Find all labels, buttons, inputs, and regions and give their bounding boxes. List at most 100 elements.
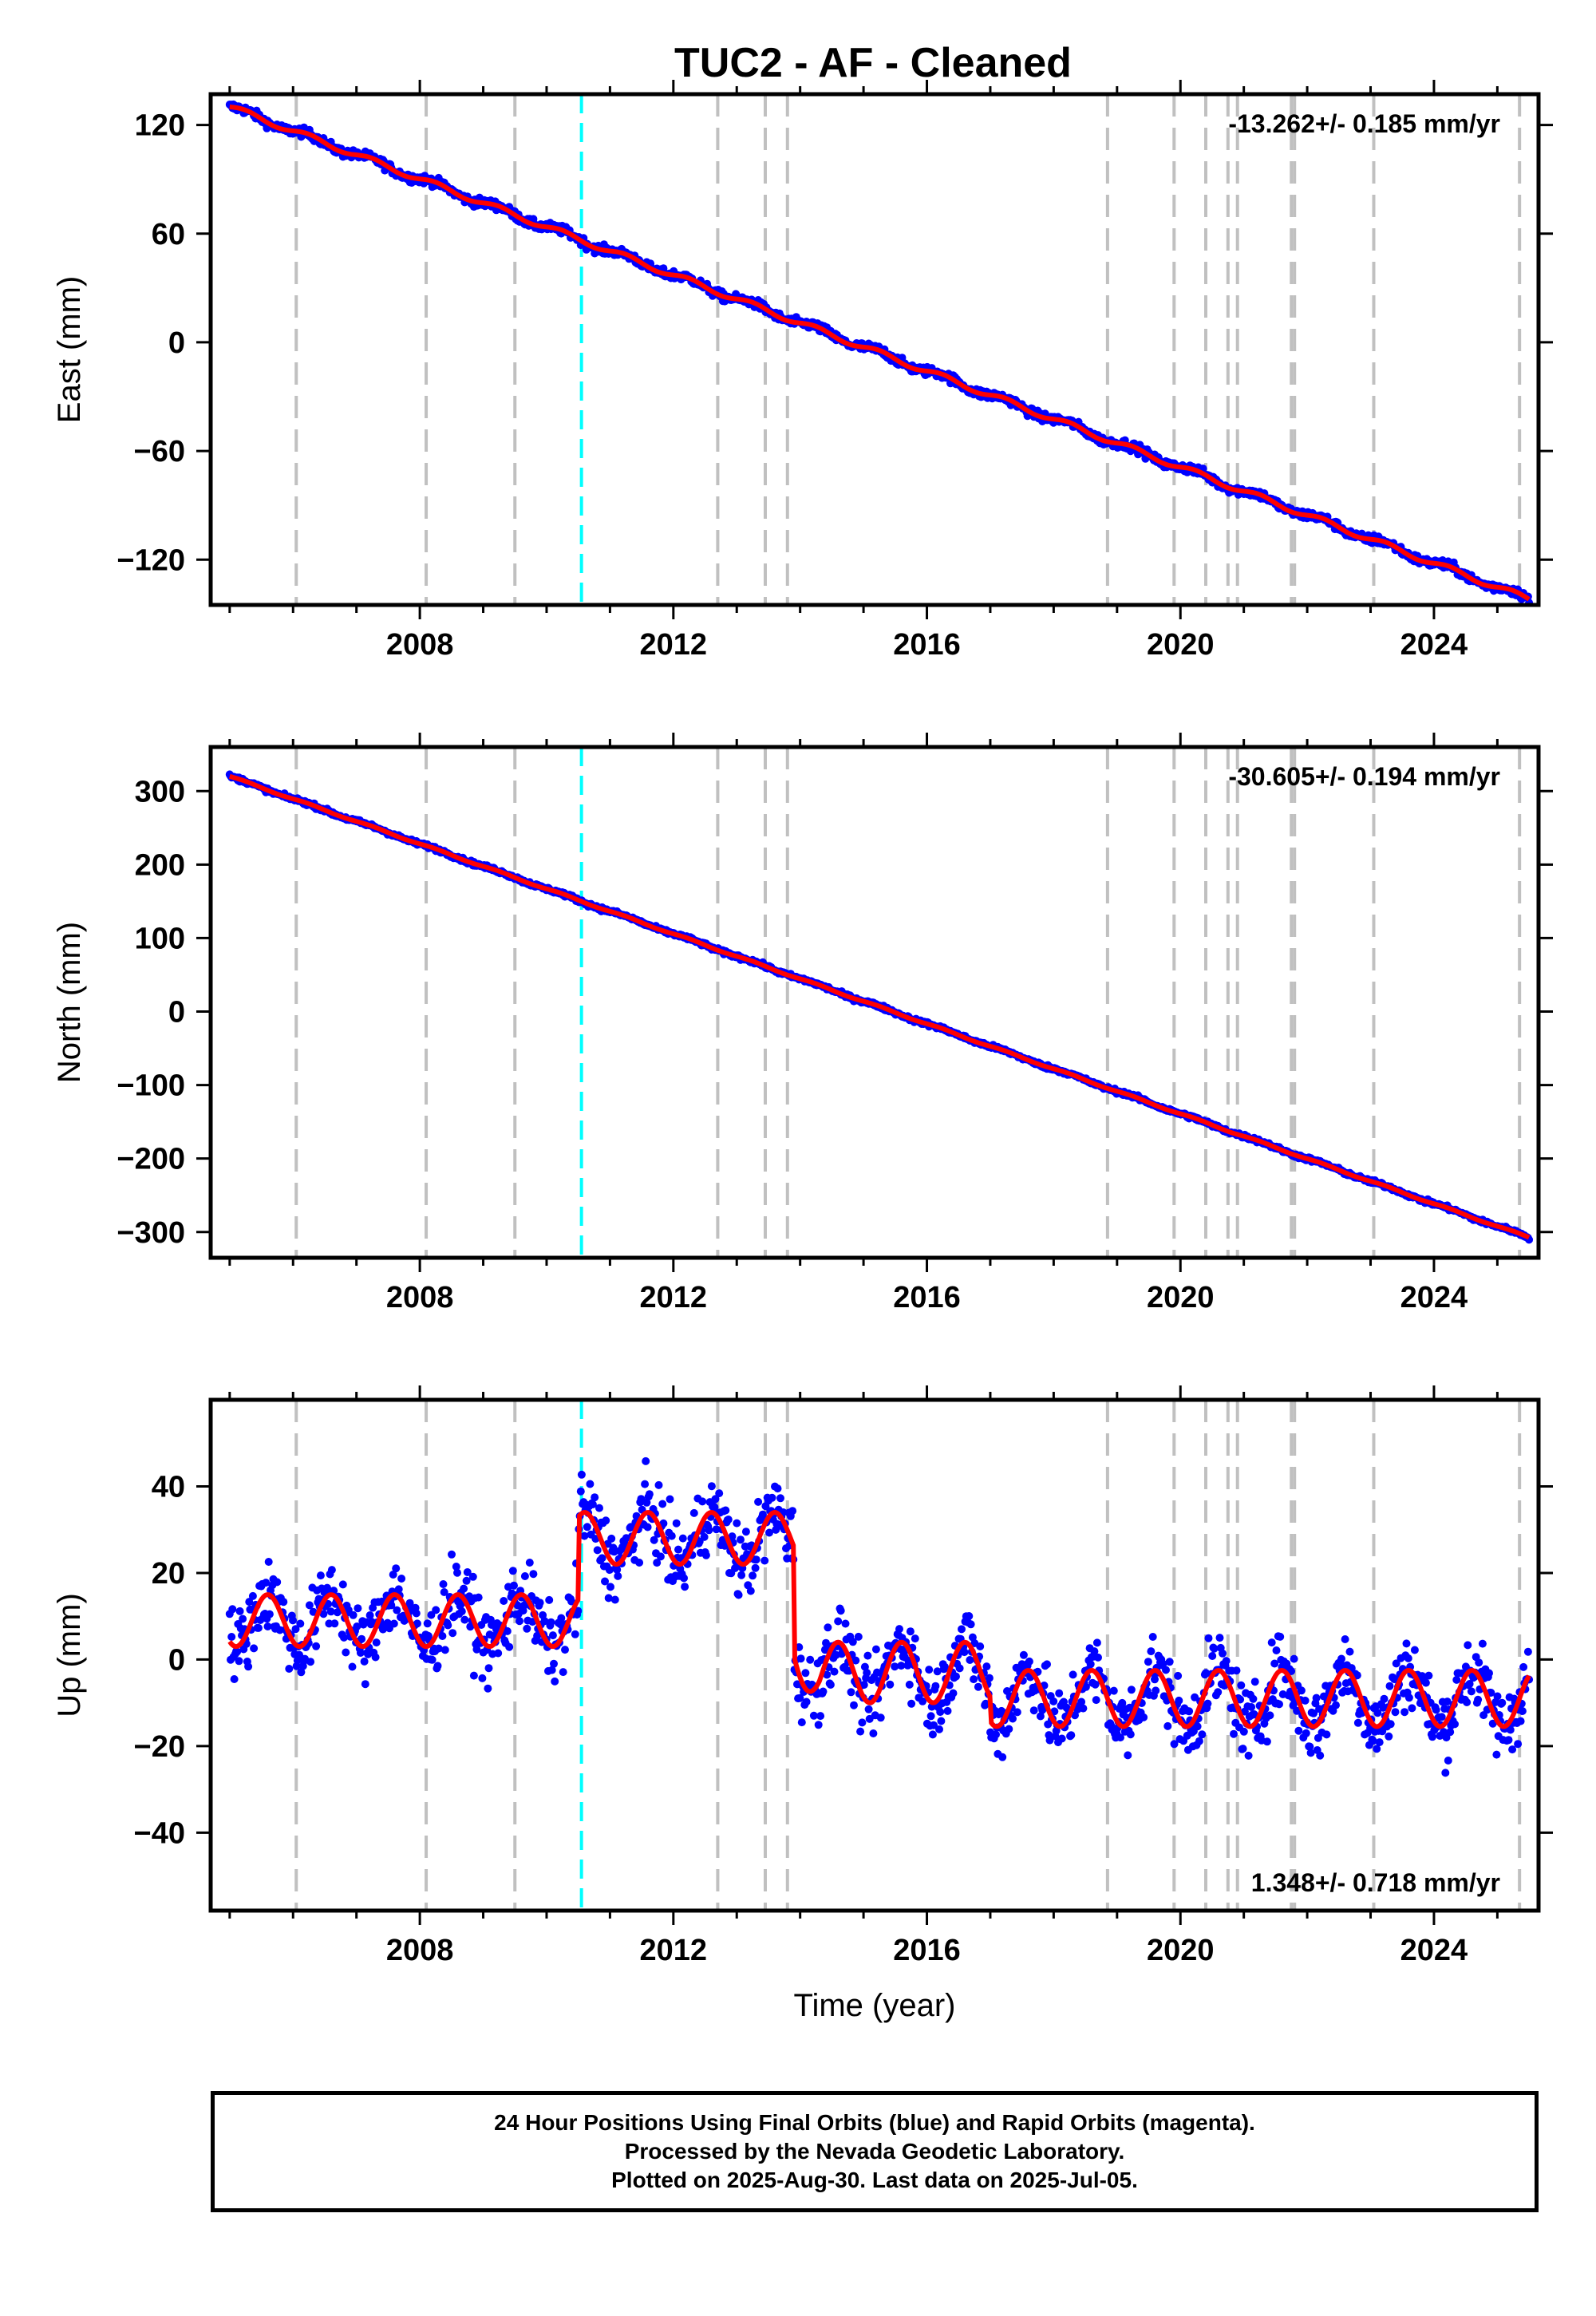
data-point bbox=[1404, 1654, 1412, 1662]
data-point bbox=[516, 1617, 523, 1626]
data-point bbox=[265, 1610, 274, 1618]
data-point bbox=[1049, 1697, 1058, 1705]
data-point bbox=[836, 1607, 845, 1615]
data-point bbox=[463, 1568, 472, 1576]
data-point bbox=[356, 1649, 365, 1657]
data-point bbox=[1250, 1678, 1259, 1686]
data-point bbox=[1504, 1736, 1513, 1745]
data-point bbox=[503, 1626, 512, 1635]
data-point bbox=[1151, 1675, 1159, 1684]
data-point bbox=[998, 1706, 1005, 1715]
data-point bbox=[602, 1516, 610, 1525]
data-point bbox=[1385, 1682, 1394, 1690]
data-point bbox=[1485, 1669, 1493, 1678]
data-point bbox=[1247, 1703, 1256, 1711]
footer-line-1: 24 Hour Positions Using Final Orbits (bl… bbox=[494, 2110, 1255, 2135]
data-point bbox=[289, 1616, 297, 1625]
data-point bbox=[413, 1619, 421, 1628]
data-point bbox=[591, 1493, 599, 1502]
data-point bbox=[1086, 1660, 1095, 1669]
data-point bbox=[928, 1730, 937, 1739]
data-point bbox=[1437, 1713, 1446, 1721]
data-point bbox=[614, 1571, 622, 1580]
data-point bbox=[412, 1609, 421, 1618]
data-point bbox=[1208, 1652, 1217, 1660]
data-point bbox=[472, 1645, 481, 1654]
data-point bbox=[1185, 1707, 1194, 1716]
data-point bbox=[1297, 1686, 1306, 1695]
data-point bbox=[672, 1519, 681, 1528]
data-point bbox=[349, 1611, 358, 1619]
data-point bbox=[460, 1584, 468, 1593]
data-point bbox=[1165, 1658, 1174, 1666]
data-point bbox=[820, 1646, 829, 1654]
data-point bbox=[466, 1622, 475, 1631]
event-lines bbox=[294, 94, 1522, 605]
data-point bbox=[824, 1623, 832, 1632]
data-point bbox=[580, 1531, 589, 1540]
y-tick-label: −120 bbox=[117, 543, 185, 577]
data-point bbox=[1322, 1730, 1331, 1739]
data-point bbox=[263, 1622, 272, 1630]
data-point bbox=[1312, 1694, 1321, 1702]
data-point bbox=[561, 1646, 569, 1654]
y-tick-label: 100 bbox=[135, 922, 185, 955]
data-point bbox=[776, 1494, 784, 1503]
data-point bbox=[1036, 1712, 1045, 1721]
data-point bbox=[571, 1630, 579, 1638]
data-point bbox=[897, 1662, 906, 1670]
data-point bbox=[680, 1574, 688, 1583]
y-tick-label: 200 bbox=[135, 848, 185, 882]
data-point bbox=[460, 1615, 469, 1624]
data-point bbox=[816, 1712, 825, 1721]
data-point bbox=[1492, 1750, 1501, 1759]
data-point bbox=[958, 1625, 966, 1634]
data-point bbox=[796, 1654, 805, 1663]
data-point bbox=[1232, 1666, 1241, 1675]
x-tick-label: 2024 bbox=[1400, 628, 1468, 662]
data-point bbox=[751, 1563, 760, 1572]
data-point bbox=[937, 1717, 946, 1725]
data-point bbox=[746, 1587, 755, 1595]
data-point bbox=[262, 1579, 271, 1587]
data-point bbox=[1373, 1709, 1382, 1717]
data-point bbox=[965, 1612, 974, 1620]
data-point bbox=[1162, 1666, 1170, 1674]
data-point bbox=[635, 1559, 644, 1567]
y-tick-label: −20 bbox=[134, 1730, 185, 1764]
data-point bbox=[728, 1532, 737, 1541]
data-point bbox=[705, 1526, 713, 1535]
data-point bbox=[601, 1577, 609, 1586]
data-point bbox=[936, 1708, 945, 1717]
data-point bbox=[1498, 1698, 1507, 1707]
data-point bbox=[701, 1551, 710, 1559]
processing-info-box: 24 Hour Positions Using Final Orbits (bl… bbox=[211, 2091, 1539, 2212]
data-point bbox=[678, 1534, 687, 1543]
data-point bbox=[1236, 1695, 1245, 1704]
data-point bbox=[239, 1614, 247, 1623]
data-point bbox=[645, 1490, 654, 1499]
data-point bbox=[264, 1558, 273, 1566]
data-point bbox=[1091, 1680, 1100, 1689]
velocity-label: -30.605+/- 0.194 mm/yr bbox=[1228, 762, 1500, 791]
data-point bbox=[871, 1645, 880, 1654]
y-tick-label: −60 bbox=[134, 435, 185, 468]
data-point bbox=[340, 1633, 348, 1642]
data-point bbox=[228, 1605, 237, 1614]
data-point bbox=[802, 1697, 811, 1706]
data-point bbox=[469, 1671, 478, 1680]
data-point bbox=[1380, 1694, 1389, 1703]
data-point bbox=[1369, 1737, 1377, 1745]
data-point bbox=[966, 1620, 975, 1629]
data-point bbox=[254, 1623, 263, 1632]
data-point bbox=[273, 1578, 282, 1587]
data-point bbox=[848, 1638, 857, 1646]
data-point bbox=[1463, 1698, 1472, 1706]
data-point bbox=[474, 1593, 483, 1602]
data-point bbox=[598, 1554, 606, 1563]
data-point bbox=[1294, 1726, 1303, 1735]
data-point bbox=[970, 1675, 978, 1684]
data-point bbox=[926, 1712, 935, 1721]
data-point bbox=[1316, 1751, 1325, 1760]
data-point bbox=[788, 1507, 797, 1516]
